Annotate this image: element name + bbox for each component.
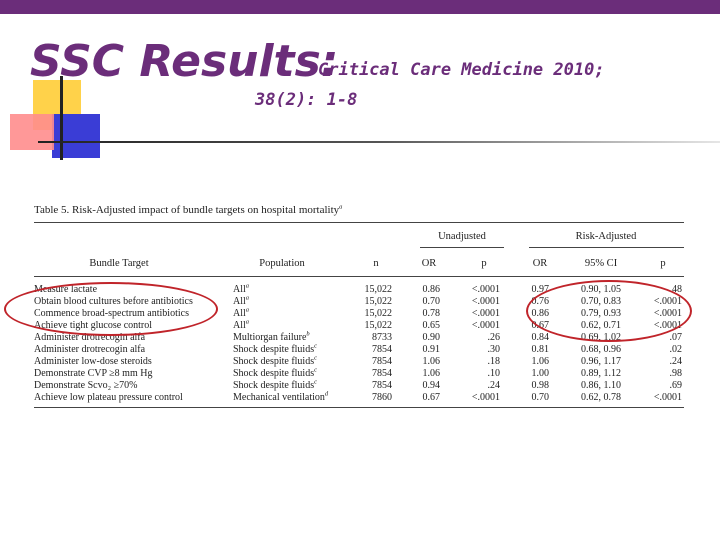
group-adjusted-label: Risk-Adjusted bbox=[575, 231, 637, 242]
slide-subtitle-line2: 38(2): 1-8 bbox=[255, 90, 358, 110]
cell-or-unadjusted: 0.78 bbox=[422, 308, 441, 319]
cell-population: Alla bbox=[233, 294, 250, 307]
highlight-oval-targets bbox=[4, 282, 218, 336]
decor-vertical-line bbox=[60, 76, 63, 160]
cell-or-adjusted: 0.84 bbox=[531, 332, 550, 343]
cell-p-unadjusted: <.0001 bbox=[471, 308, 500, 319]
cell-or-adjusted: 1.00 bbox=[531, 368, 550, 379]
cell-p-adjusted: .07 bbox=[669, 332, 683, 343]
cell-population: Mechanical ventilationd bbox=[233, 390, 329, 403]
header-p-adjusted: p bbox=[660, 258, 666, 269]
cell-p-adjusted: .98 bbox=[669, 368, 683, 379]
cell-p-adjusted: .48 bbox=[669, 284, 683, 295]
cell-p-unadjusted: <.0001 bbox=[471, 284, 500, 295]
cell-n: 7854 bbox=[372, 380, 392, 391]
cell-n: 8733 bbox=[372, 332, 392, 343]
cell-n: 15,022 bbox=[364, 284, 393, 295]
cell-95ci: 0.89, 1.12 bbox=[581, 368, 621, 379]
cell-or-unadjusted: 1.06 bbox=[422, 368, 441, 379]
cell-95ci: 0.62, 0.78 bbox=[581, 392, 621, 403]
group-unadjusted-rule bbox=[420, 247, 504, 248]
cell-n: 15,022 bbox=[364, 308, 393, 319]
cell-p-unadjusted: <.0001 bbox=[471, 320, 500, 331]
header-p-unadjusted: p bbox=[481, 258, 487, 269]
cell-n: 7854 bbox=[372, 368, 392, 379]
cell-p-unadjusted: .10 bbox=[487, 368, 501, 379]
cell-p-adjusted: .02 bbox=[669, 344, 683, 355]
table-caption: Table 5. Risk-Adjusted impact of bundle … bbox=[34, 204, 342, 216]
cell-population: Alla bbox=[233, 282, 250, 295]
cell-population: Multiorgan failureb bbox=[233, 330, 310, 343]
cell-95ci: 0.96, 1.17 bbox=[581, 356, 621, 367]
cell-p-adjusted: .24 bbox=[669, 356, 683, 367]
table-row: Administer low-dose steroids Shock despi… bbox=[34, 354, 684, 368]
cell-or-adjusted: 0.81 bbox=[531, 344, 550, 355]
table-row: Demonstrate CVP ≥8 mm Hg Shock despite f… bbox=[34, 366, 684, 380]
cell-or-unadjusted: 0.91 bbox=[422, 344, 441, 355]
cell-population: Shock despite fluidsc bbox=[233, 366, 317, 379]
group-adjusted-rule bbox=[529, 247, 684, 248]
top-bar bbox=[0, 0, 720, 14]
table-caption-text: Table 5. Risk-Adjusted impact of bundle … bbox=[34, 204, 340, 216]
cell-p-adjusted: <.0001 bbox=[653, 392, 682, 403]
cell-p-unadjusted: .26 bbox=[487, 332, 501, 343]
cell-target: Demonstrate Scvo₂ ≥70% bbox=[34, 380, 138, 391]
cell-population: Shock despite fluidsc bbox=[233, 342, 317, 355]
table-row: Administer drotrecogin alfa Shock despit… bbox=[34, 342, 684, 356]
cell-or-unadjusted: 0.65 bbox=[422, 320, 441, 331]
cell-target: Administer drotrecogin alfa bbox=[34, 332, 146, 343]
table-top-rule bbox=[34, 222, 684, 223]
cell-or-unadjusted: 0.67 bbox=[422, 392, 441, 403]
cell-p-unadjusted: .24 bbox=[487, 380, 501, 391]
cell-population: Shock despite fluidsc bbox=[233, 378, 317, 391]
cell-or-unadjusted: 1.06 bbox=[422, 356, 441, 367]
cell-or-unadjusted: 0.90 bbox=[422, 332, 441, 343]
cell-population: Shock despite fluidsc bbox=[233, 354, 317, 367]
cell-p-adjusted: .69 bbox=[669, 380, 683, 391]
cell-or-adjusted: 0.98 bbox=[531, 380, 550, 391]
cell-p-unadjusted: <.0001 bbox=[471, 392, 500, 403]
cell-p-unadjusted: .30 bbox=[487, 344, 501, 355]
header-95ci: 95% CI bbox=[584, 258, 618, 269]
table-row: Demonstrate Scvo₂ ≥70% Shock despite flu… bbox=[34, 378, 684, 392]
table-row: Achieve low plateau pressure control Mec… bbox=[34, 390, 684, 404]
header-or-adjusted: OR bbox=[532, 258, 548, 269]
header-or-unadjusted: OR bbox=[421, 258, 437, 269]
cell-95ci: 0.68, 0.96 bbox=[581, 344, 621, 355]
cell-95ci: 0.86, 1.10 bbox=[581, 380, 621, 391]
cell-n: 7854 bbox=[372, 356, 392, 367]
decor-horizontal-line bbox=[38, 141, 720, 143]
cell-n: 15,022 bbox=[364, 296, 393, 307]
decor-red-square bbox=[10, 114, 54, 150]
cell-or-adjusted: 0.97 bbox=[531, 284, 550, 295]
cell-n: 7860 bbox=[372, 392, 392, 403]
cell-or-adjusted: 1.06 bbox=[531, 356, 550, 367]
cell-p-unadjusted: .18 bbox=[487, 356, 501, 367]
cell-population: Alla bbox=[233, 318, 250, 331]
highlight-oval-risk-adjusted bbox=[526, 280, 692, 342]
cell-or-unadjusted: 0.94 bbox=[422, 380, 441, 391]
slide-subtitle-line1: Critical Care Medicine 2010; bbox=[318, 60, 605, 80]
table-caption-sup: a bbox=[339, 203, 343, 211]
cell-or-unadjusted: 0.86 bbox=[422, 284, 441, 295]
cell-population: Alla bbox=[233, 306, 250, 319]
group-unadjusted-label: Unadjusted bbox=[438, 231, 486, 242]
cell-n: 15,022 bbox=[364, 320, 393, 331]
cell-target: Achieve low plateau pressure control bbox=[34, 392, 183, 403]
slide-title: SSC Results: bbox=[30, 36, 339, 87]
cell-or-adjusted: 0.70 bbox=[531, 392, 550, 403]
table-header-rule bbox=[34, 276, 684, 277]
cell-target: Administer drotrecogin alfa bbox=[34, 344, 146, 355]
cell-target: Administer low-dose steroids bbox=[34, 356, 152, 367]
header-population: Population bbox=[259, 258, 305, 269]
header-bundle-target: Bundle Target bbox=[89, 258, 149, 269]
cell-p-unadjusted: <.0001 bbox=[471, 296, 500, 307]
header-n: n bbox=[373, 258, 379, 269]
cell-or-unadjusted: 0.70 bbox=[422, 296, 441, 307]
cell-target: Demonstrate CVP ≥8 mm Hg bbox=[34, 368, 153, 379]
table-bottom-rule bbox=[34, 407, 684, 408]
cell-n: 7854 bbox=[372, 344, 392, 355]
